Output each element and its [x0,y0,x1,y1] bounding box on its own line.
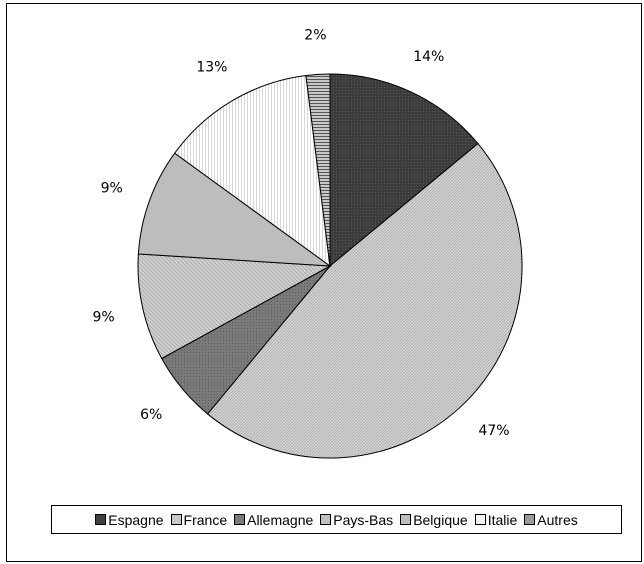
legend-swatch [474,514,486,525]
legend-swatch [320,514,332,525]
pie-label-allemagne: 6% [140,407,162,423]
pie-label-autres: 2% [304,28,326,44]
pie-slice-pays-bas [137,253,332,360]
legend-swatch [400,514,412,525]
legend-label: Belgique [413,511,468,528]
legend-item-france: France [170,511,228,528]
legend-label: Allemagne [247,511,314,528]
legend-label: Autres [537,511,578,528]
pie-slice-france [206,142,523,459]
chart-legend: Espagne France Allemagne Pays-Bas Belgique It… [51,505,622,534]
legend-swatch [170,514,182,525]
legend-item-italie: Italie [474,511,518,528]
legend-item-espagne: Espagne [95,511,164,528]
pie-slice-espagne [329,73,479,268]
pie-label-italie: 13% [196,59,227,75]
pie-slice-italie [173,74,331,268]
pie-label-pays-bas: 9% [92,310,114,326]
pie-label-france: 47% [478,423,509,439]
legend-item-pays-bas: Pays-Bas [320,512,393,528]
legend-swatch [524,514,536,525]
pie-slice-belgique [137,152,332,267]
legend-label: France [183,511,228,528]
legend-label: Italie [487,511,518,528]
pie-label-espagne: 14% [413,49,444,65]
pie-slice-autres [305,73,331,267]
pie-label-belgique: 9% [101,180,123,196]
legend-item-allemagne: Allemagne [234,512,313,528]
legend-label: Pays-Bas [333,511,394,528]
legend-item-autres: Autres [524,511,578,528]
legend-swatch [234,514,246,525]
legend-label: Espagne [108,511,164,528]
legend-item-belgique: Belgique [400,512,468,528]
legend-swatch [95,514,107,525]
